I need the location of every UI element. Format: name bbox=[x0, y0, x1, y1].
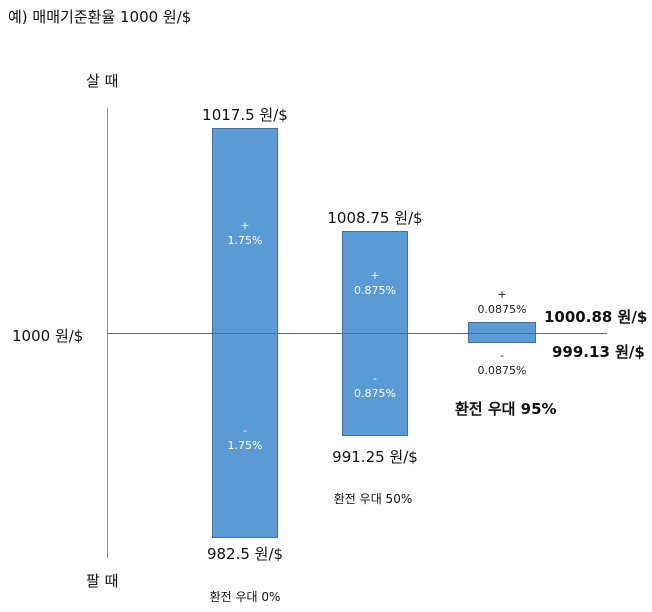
bar-95-plus-label: + 0.0875% bbox=[462, 287, 542, 317]
bar-50-minus-label: - 0.875% bbox=[342, 371, 408, 401]
bar-0-bottom-value: 982.5 원/$ bbox=[206, 545, 284, 563]
plus-percent: 0.875% bbox=[354, 284, 396, 297]
bar-95-percent bbox=[468, 322, 536, 343]
plus-sign: + bbox=[370, 269, 380, 282]
minus-sign: - bbox=[243, 424, 247, 437]
bar-50-bottom-value: 991.25 원/$ bbox=[332, 448, 418, 466]
buy-label: 살 때 bbox=[86, 72, 119, 90]
plus-sign: + bbox=[497, 288, 507, 301]
bar-95-minus-label: - 0.0875% bbox=[462, 348, 542, 378]
bar-95-bottom-value: 999.13 원/$ bbox=[552, 343, 645, 361]
minus-percent: 0.875% bbox=[354, 387, 396, 400]
base-rate-line bbox=[107, 333, 607, 334]
bar-50-plus-label: + 0.875% bbox=[342, 268, 408, 298]
bar-0-minus-label: - 1.75% bbox=[212, 423, 278, 453]
bar-95-top-value: 1000.88 원/$ bbox=[544, 308, 648, 326]
plus-sign: + bbox=[240, 219, 250, 232]
minus-sign: - bbox=[500, 349, 504, 362]
minus-sign: - bbox=[373, 372, 377, 385]
diagram-title: 예) 매매기준환율 1000 원/$ bbox=[8, 8, 192, 26]
bar-50-top-value: 1008.75 원/$ bbox=[327, 209, 423, 227]
bar-0-caption: 환전 우대 0% bbox=[209, 590, 281, 604]
base-rate-label: 1000 원/$ bbox=[12, 327, 84, 345]
bar-0-top-value: 1017.5 원/$ bbox=[202, 106, 288, 124]
minus-percent: 1.75% bbox=[227, 439, 263, 452]
bar-95-caption: 환전 우대 95% bbox=[455, 400, 557, 418]
plus-percent: 0.0875% bbox=[477, 303, 527, 316]
minus-percent: 0.0875% bbox=[477, 364, 527, 377]
bar-0-plus-label: + 1.75% bbox=[212, 218, 278, 248]
plus-percent: 1.75% bbox=[227, 234, 263, 247]
sell-label: 팔 때 bbox=[86, 572, 119, 590]
bar-50-caption: 환전 우대 50% bbox=[333, 492, 413, 506]
